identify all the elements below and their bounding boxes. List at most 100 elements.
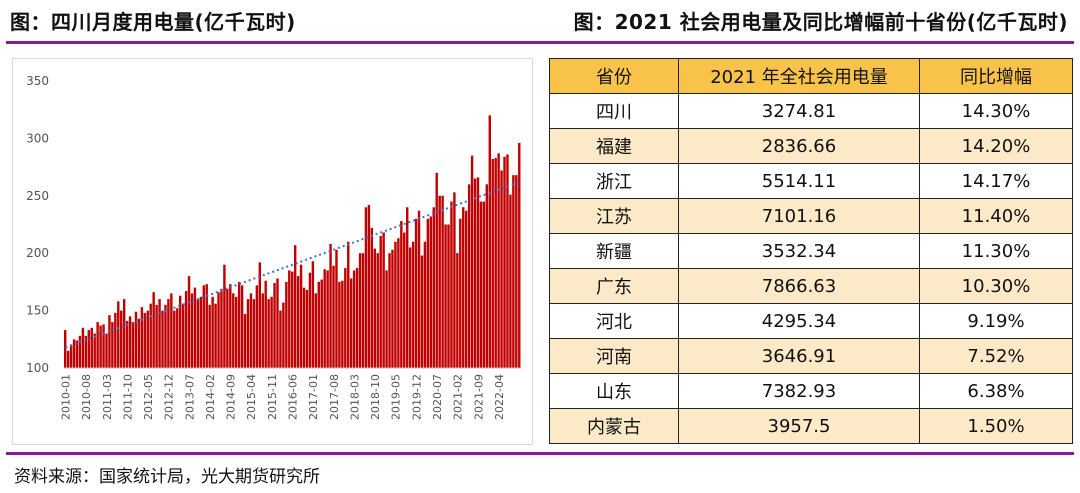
bar xyxy=(146,310,149,368)
province-table-container: 省份 2021 年全社会用电量 同比增幅 四川 3274.81 14.30% 福… xyxy=(549,58,1073,444)
bar xyxy=(432,207,435,368)
bar xyxy=(84,335,88,368)
x-tick-label: 2013-07 xyxy=(183,374,196,420)
bar xyxy=(93,333,96,368)
bar xyxy=(379,235,382,368)
bar xyxy=(420,255,424,368)
bar xyxy=(202,285,205,368)
cell-yoy: 9.19% xyxy=(919,303,1073,339)
bar xyxy=(217,292,220,368)
bar xyxy=(476,177,480,368)
bar xyxy=(296,276,300,368)
bar xyxy=(131,322,135,368)
bar xyxy=(237,281,241,368)
cell-yoy: 14.30% xyxy=(919,93,1073,129)
bar xyxy=(117,301,120,368)
x-tick-label: 2014-09 xyxy=(225,374,238,420)
table-row: 广东 7866.63 10.30% xyxy=(549,268,1073,304)
bar xyxy=(485,184,489,368)
bar xyxy=(208,304,211,368)
bar xyxy=(467,184,471,368)
x-tick-label: 2012-12 xyxy=(163,374,176,420)
header-province: 省份 xyxy=(549,58,679,94)
bar xyxy=(408,247,412,368)
bar xyxy=(497,153,500,368)
bar xyxy=(261,293,264,368)
bar xyxy=(447,224,450,368)
bar xyxy=(473,178,477,368)
trend-line-path xyxy=(65,181,520,349)
bar xyxy=(341,280,344,368)
bar xyxy=(143,312,147,368)
bar xyxy=(252,299,256,368)
bar xyxy=(355,268,359,368)
bar xyxy=(406,207,409,368)
bar xyxy=(235,296,238,368)
bar xyxy=(317,281,320,368)
right-table-title: 图：2021 社会用电量及同比增幅前十省份(亿千瓦时) xyxy=(573,10,1068,34)
table-row: 四川 3274.81 14.30% xyxy=(549,93,1073,129)
trend-line xyxy=(65,181,520,349)
y-tick-label: 250 xyxy=(26,189,49,203)
bar xyxy=(246,299,250,368)
bar xyxy=(258,262,262,368)
bar xyxy=(173,310,176,368)
bar xyxy=(137,318,141,368)
cell-usage: 5514.11 xyxy=(678,163,920,199)
bar xyxy=(288,270,291,368)
cell-yoy: 11.40% xyxy=(919,198,1073,234)
bar xyxy=(459,218,462,368)
bar xyxy=(349,278,353,368)
x-tick-label: 2016-06 xyxy=(287,374,300,420)
x-tick-label: 2010-01 xyxy=(59,374,72,420)
bar xyxy=(385,270,388,368)
cell-yoy: 14.20% xyxy=(919,128,1073,164)
bar xyxy=(414,218,418,368)
table-row: 江苏 7101.16 11.40% xyxy=(549,198,1073,234)
bar xyxy=(232,293,235,368)
bar xyxy=(426,218,430,368)
bar xyxy=(302,287,306,368)
cell-province: 河南 xyxy=(549,338,679,374)
y-tick-label: 100 xyxy=(26,361,49,375)
x-tick-label: 2012-05 xyxy=(142,374,155,420)
bar xyxy=(417,210,421,368)
bar xyxy=(382,232,385,368)
bar xyxy=(397,238,400,368)
bar xyxy=(64,330,67,368)
x-tick-label: 2022-04 xyxy=(493,374,506,420)
bar xyxy=(255,285,259,368)
cell-province: 河北 xyxy=(549,303,679,339)
table-row: 福建 2836.66 14.20% xyxy=(549,128,1073,164)
bar xyxy=(75,340,79,368)
bar xyxy=(108,315,111,368)
cell-province: 新疆 xyxy=(549,233,679,269)
bar xyxy=(178,295,182,368)
chart-canvas: 100 150 200 250 300 350 2010-01 2010-08 2011-03… xyxy=(26,74,521,420)
cell-province: 广东 xyxy=(549,268,679,304)
cell-yoy: 10.30% xyxy=(919,268,1073,304)
bar xyxy=(394,241,397,368)
table-row: 河北 4295.34 9.19% xyxy=(549,303,1073,339)
bar xyxy=(320,279,323,368)
bar xyxy=(128,316,132,368)
bar xyxy=(305,289,309,368)
bar xyxy=(205,284,208,368)
bar xyxy=(441,195,444,368)
cell-yoy: 11.30% xyxy=(919,233,1073,269)
bar xyxy=(164,304,167,368)
bar xyxy=(170,293,173,368)
bar xyxy=(370,227,374,368)
bar xyxy=(229,284,232,368)
bar xyxy=(72,339,76,368)
province-table: 省份 2021 年全社会用电量 同比增幅 四川 3274.81 14.30% 福… xyxy=(549,58,1073,444)
bar xyxy=(462,207,465,368)
bar xyxy=(279,310,282,368)
source-note: 资料来源：国家统计局，光大期货研究所 xyxy=(14,467,320,487)
bar xyxy=(282,302,285,368)
bar xyxy=(125,320,129,368)
cell-usage: 3646.91 xyxy=(678,338,920,374)
cell-province: 山东 xyxy=(549,373,679,409)
bar xyxy=(509,194,512,368)
top-divider xyxy=(6,41,1074,44)
